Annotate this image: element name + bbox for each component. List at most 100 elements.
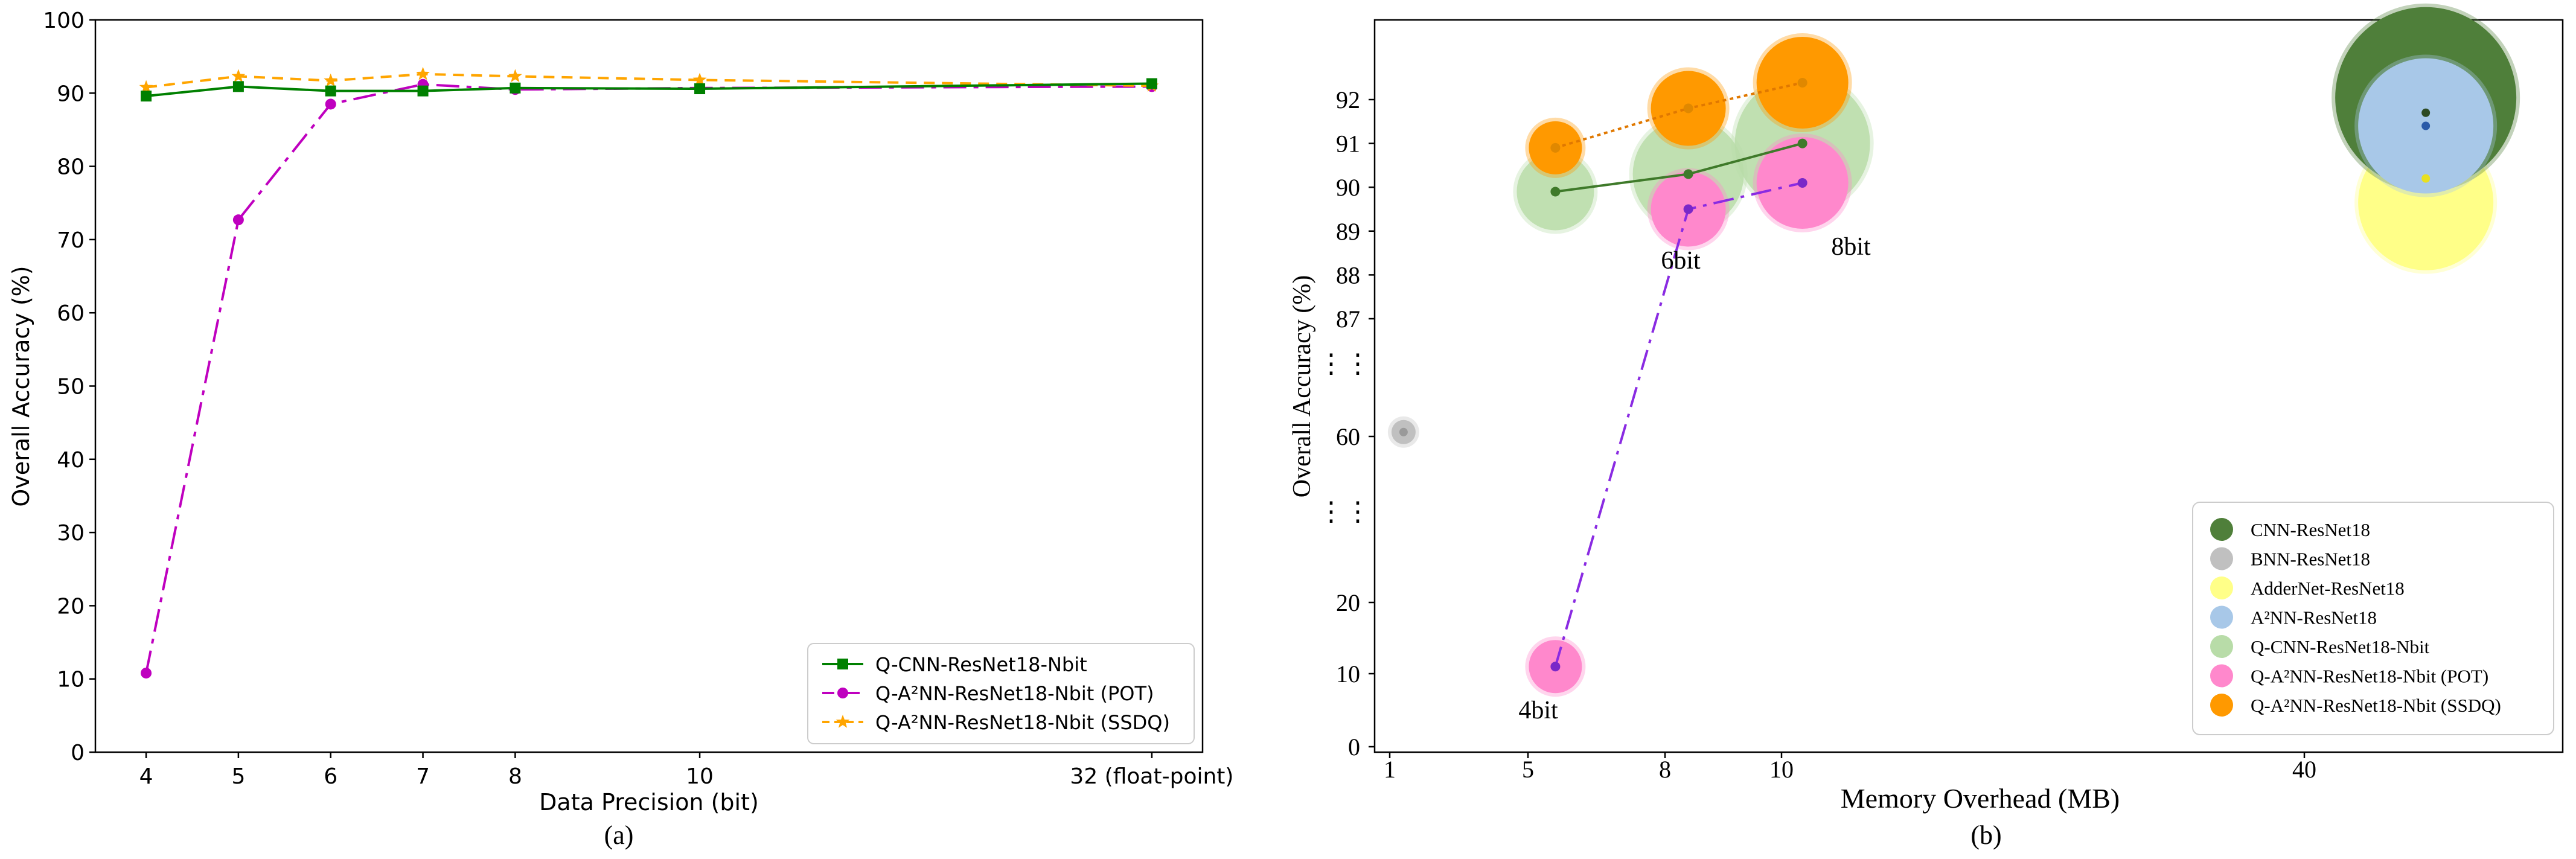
data-point bbox=[416, 66, 430, 80]
legend-label: Q-CNN-ResNet18-Nbit bbox=[2251, 636, 2430, 657]
data-point bbox=[1797, 78, 1807, 88]
x-tick-label: 10 bbox=[1769, 756, 1794, 783]
axis-break-marker-lower: ⋮⋮ bbox=[1318, 497, 1371, 526]
legend-swatch bbox=[2210, 694, 2233, 717]
legend-swatch-marker bbox=[837, 659, 848, 669]
panel-b-center-dots bbox=[1399, 78, 2431, 672]
legend-swatch bbox=[2210, 605, 2233, 629]
data-point bbox=[141, 667, 152, 679]
data-point bbox=[1550, 662, 1561, 672]
y-tick-label: 60 bbox=[1336, 423, 1360, 450]
y-tick-label: 91 bbox=[1336, 130, 1360, 158]
legend-label: Q-A²NN-ResNet18-Nbit (SSDQ) bbox=[2251, 695, 2501, 716]
data-point bbox=[1146, 78, 1157, 89]
y-tick-label: 90 bbox=[57, 81, 85, 106]
legend-label: CNN-ResNet18 bbox=[2251, 519, 2370, 540]
y-tick-label: 89 bbox=[1336, 218, 1360, 245]
panel-a-y-label: Overall Accuracy (%) bbox=[8, 266, 34, 506]
y-tick-label: 90 bbox=[1336, 174, 1360, 201]
data-point bbox=[2421, 108, 2431, 117]
y-tick-label: 20 bbox=[57, 594, 85, 619]
legend-label: A²NN-ResNet18 bbox=[2251, 607, 2377, 628]
panel-a-caption: (a) bbox=[604, 820, 634, 850]
legend-label: Q-A²NN-ResNet18-Nbit (SSDQ) bbox=[875, 711, 1170, 734]
y-tick-label: 92 bbox=[1336, 86, 1360, 113]
data-point bbox=[2421, 174, 2431, 183]
data-point bbox=[1683, 204, 1693, 214]
panel-b-x-ticks: 1 5 8 10 40 bbox=[1384, 752, 2316, 783]
legend-label: Q-CNN-ResNet18-Nbit bbox=[875, 653, 1087, 676]
data-point bbox=[692, 72, 707, 86]
panel-b-legend-frame bbox=[2192, 502, 2554, 735]
legend-label: Q-A²NN-ResNet18-Nbit (POT) bbox=[2251, 666, 2488, 687]
panel-a-legend: Q-CNN-ResNet18-Nbit Q-A²NN-ResNet18-Nbit … bbox=[807, 643, 1195, 744]
y-tick-label: 30 bbox=[57, 521, 85, 546]
legend-label: AdderNet-ResNet18 bbox=[2251, 578, 2405, 599]
legend-swatch-marker bbox=[836, 715, 850, 728]
panel-a-series bbox=[139, 66, 1159, 679]
x-tick-label: 40 bbox=[2292, 756, 2316, 783]
x-tick-label: 8 bbox=[508, 764, 522, 789]
panel-b: 0 10 20 60 87 88 89 90 91 92 1 5 8 10 40 ⋮⋮ ⋮⋮ 4bit 6… bbox=[1288, 3, 2564, 850]
x-tick-label: 8 bbox=[1659, 756, 1671, 783]
data-point bbox=[139, 80, 153, 94]
data-point bbox=[1683, 169, 1693, 179]
y-tick-label: 20 bbox=[1336, 589, 1360, 616]
data-point bbox=[1797, 177, 1807, 188]
legend-swatch bbox=[2210, 547, 2233, 570]
panel-b-y-ticks: 0 10 20 60 87 88 89 90 91 92 bbox=[1336, 86, 1375, 761]
y-tick-label: 60 bbox=[57, 301, 85, 326]
axis-break-marker-upper: ⋮⋮ bbox=[1318, 349, 1371, 378]
y-tick-label: 0 bbox=[1348, 733, 1360, 761]
legend-swatch-marker bbox=[837, 688, 848, 698]
y-tick-label: 100 bbox=[43, 8, 85, 33]
data-point bbox=[232, 214, 244, 226]
y-tick-label: 87 bbox=[1336, 305, 1360, 333]
y-tick-label: 88 bbox=[1336, 261, 1360, 289]
panel-b-caption: (b) bbox=[1970, 820, 2001, 850]
data-point bbox=[141, 91, 152, 102]
data-point bbox=[2421, 121, 2431, 130]
y-tick-label: 70 bbox=[57, 228, 85, 253]
x-tick-label: 5 bbox=[1522, 756, 1534, 783]
y-tick-label: 80 bbox=[57, 155, 85, 180]
legend-swatch bbox=[2210, 635, 2233, 658]
panel-b-legend: CNN-ResNet18 BNN-ResNet18 AdderNet-ResNet1… bbox=[2192, 502, 2554, 735]
panel-a-x-label: Data Precision (bit) bbox=[539, 789, 759, 816]
x-tick-label: 5 bbox=[231, 764, 245, 789]
data-point bbox=[232, 81, 244, 92]
data-point bbox=[508, 69, 522, 83]
y-tick-label: 0 bbox=[71, 741, 85, 765]
legend-swatch bbox=[2210, 664, 2233, 688]
panel-a-legend-frame bbox=[807, 643, 1195, 744]
panel-a-y-ticks: 0 10 20 30 40 50 60 70 80 90 100 bbox=[43, 8, 95, 765]
x-tick-label: 10 bbox=[686, 764, 714, 789]
legend-label: Q-A²NN-ResNet18-Nbit (POT) bbox=[875, 682, 1154, 705]
data-point bbox=[1399, 427, 1408, 436]
data-point bbox=[1797, 138, 1807, 148]
panel-b-y-label: Overall Accuracy (%) bbox=[1288, 275, 1316, 497]
x-tick-label: 32 (float-point) bbox=[1070, 764, 1233, 789]
x-tick-label: 6 bbox=[324, 764, 337, 789]
data-point bbox=[417, 85, 429, 97]
x-tick-label: 7 bbox=[416, 764, 430, 789]
data-point bbox=[325, 98, 336, 110]
data-point bbox=[325, 85, 336, 97]
data-point bbox=[231, 69, 246, 83]
y-tick-label: 10 bbox=[1336, 660, 1360, 688]
point-label-6bit: 6bit bbox=[1661, 247, 1701, 275]
point-label-4bit: 4bit bbox=[1518, 697, 1558, 724]
y-tick-label: 40 bbox=[57, 448, 85, 473]
x-tick-label: 1 bbox=[1384, 756, 1396, 783]
legend-swatch bbox=[2210, 576, 2233, 599]
x-tick-label: 4 bbox=[139, 764, 153, 789]
data-point bbox=[694, 83, 706, 95]
panel-a: 0 10 20 30 40 50 60 70 80 90 100 4 5 6 7 8 10 32 (float-… bbox=[8, 8, 1233, 850]
y-tick-label: 10 bbox=[57, 668, 85, 692]
y-tick-label: 50 bbox=[57, 375, 85, 400]
data-point bbox=[1550, 187, 1561, 197]
data-point bbox=[324, 73, 338, 87]
data-point bbox=[1683, 103, 1693, 113]
panel-a-frame bbox=[94, 19, 1204, 753]
